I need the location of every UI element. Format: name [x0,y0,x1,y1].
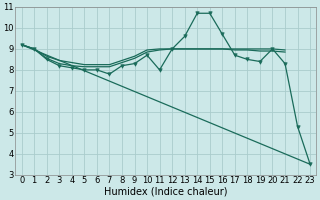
X-axis label: Humidex (Indice chaleur): Humidex (Indice chaleur) [104,187,228,197]
